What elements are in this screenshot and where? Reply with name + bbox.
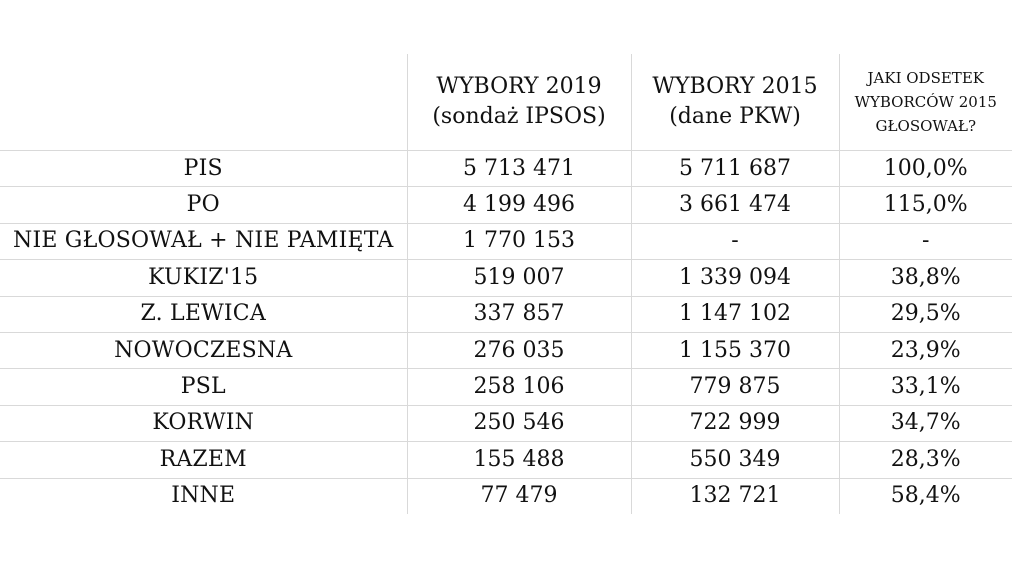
percent-cell: 23,9% (838, 331, 1012, 370)
header-percent-line2: WYBORCÓW 2015 (854, 93, 997, 111)
percent-cell: 115,0% (838, 186, 1012, 224)
party-cell: Z. LEWICA (0, 295, 408, 333)
table-row: KORWIN 250 546 722 999 34,7% (0, 404, 1012, 443)
votes-2015-cell: 1 339 094 (630, 259, 840, 297)
percent-cell: 29,5% (838, 295, 1012, 333)
percent-cell: 34,7% (838, 404, 1012, 443)
party-cell: PSL (0, 368, 408, 406)
percent-cell: 100,0% (838, 149, 1012, 188)
percent-cell: 28,3% (838, 441, 1012, 479)
votes-2015-cell: 779 875 (630, 368, 840, 406)
votes-2019-cell: 5 713 471 (406, 149, 632, 188)
header-2019-subtitle: (sondaż IPSOS) (432, 104, 606, 129)
votes-2019-cell: 4 199 496 (406, 186, 632, 224)
votes-2019-cell: 250 546 (406, 404, 632, 443)
party-cell: NOWOCZESNA (0, 331, 408, 370)
votes-2019-cell: 276 035 (406, 331, 632, 370)
votes-2019-cell: 337 857 (406, 295, 632, 333)
votes-2019-cell: 155 488 (406, 441, 632, 479)
votes-2015-cell: 550 349 (630, 441, 840, 479)
party-cell: RAZEM (0, 441, 408, 479)
votes-2015-cell: 1 147 102 (630, 295, 840, 333)
votes-2015-cell: 1 155 370 (630, 331, 840, 370)
header-2019: WYBORY 2019 (sondaż IPSOS) (406, 54, 632, 151)
votes-2015-cell: 132 721 (630, 477, 840, 514)
table-row: Z. LEWICA 337 857 1 147 102 29,5% (0, 295, 1012, 333)
votes-2015-cell: 5 711 687 (630, 149, 840, 188)
header-percent: JAKI ODSETEK WYBORCÓW 2015 GŁOSOWAŁ? (838, 54, 1012, 151)
table-row: INNE 77 479 132 721 58,4% (0, 477, 1012, 514)
header-row: WYBORY 2019 (sondaż IPSOS) WYBORY 2015 (… (0, 54, 1012, 151)
results-table-container: WYBORY 2019 (sondaż IPSOS) WYBORY 2015 (… (0, 54, 1024, 514)
party-cell: KORWIN (0, 404, 408, 443)
percent-cell: 58,4% (838, 477, 1012, 514)
votes-2015-cell: 722 999 (630, 404, 840, 443)
votes-2019-cell: 519 007 (406, 259, 632, 297)
header-percent-line3: GŁOSOWAŁ? (875, 117, 976, 135)
table-row: KUKIZ'15 519 007 1 339 094 38,8% (0, 259, 1012, 297)
header-party (0, 54, 408, 151)
percent-cell: 33,1% (838, 368, 1012, 406)
votes-2019-cell: 258 106 (406, 368, 632, 406)
votes-2019-cell: 77 479 (406, 477, 632, 514)
party-cell: INNE (0, 477, 408, 514)
election-results-table: WYBORY 2019 (sondaż IPSOS) WYBORY 2015 (… (0, 54, 1012, 514)
header-2019-title: WYBORY 2019 (436, 74, 602, 99)
table-row: PSL 258 106 779 875 33,1% (0, 368, 1012, 406)
party-cell: KUKIZ'15 (0, 259, 408, 297)
votes-2019-cell: 1 770 153 (406, 222, 632, 261)
header-2015: WYBORY 2015 (dane PKW) (630, 54, 840, 151)
table-row: NOWOCZESNA 276 035 1 155 370 23,9% (0, 331, 1012, 370)
header-2015-title: WYBORY 2015 (652, 74, 818, 99)
party-cell: NIE GŁOSOWAŁ + NIE PAMIĘTA (0, 222, 408, 261)
votes-2015-cell: 3 661 474 (630, 186, 840, 224)
party-cell: PO (0, 186, 408, 224)
table-row: PIS 5 713 471 5 711 687 100,0% (0, 149, 1012, 188)
header-percent-line1: JAKI ODSETEK (867, 69, 984, 87)
table-row: NIE GŁOSOWAŁ + NIE PAMIĘTA 1 770 153 - - (0, 222, 1012, 261)
header-2015-subtitle: (dane PKW) (669, 104, 801, 129)
percent-cell: 38,8% (838, 259, 1012, 297)
percent-cell: - (838, 222, 1012, 261)
party-cell: PIS (0, 149, 408, 188)
votes-2015-cell: - (630, 222, 840, 261)
table-row: PO 4 199 496 3 661 474 115,0% (0, 186, 1012, 224)
table-row: RAZEM 155 488 550 349 28,3% (0, 441, 1012, 479)
